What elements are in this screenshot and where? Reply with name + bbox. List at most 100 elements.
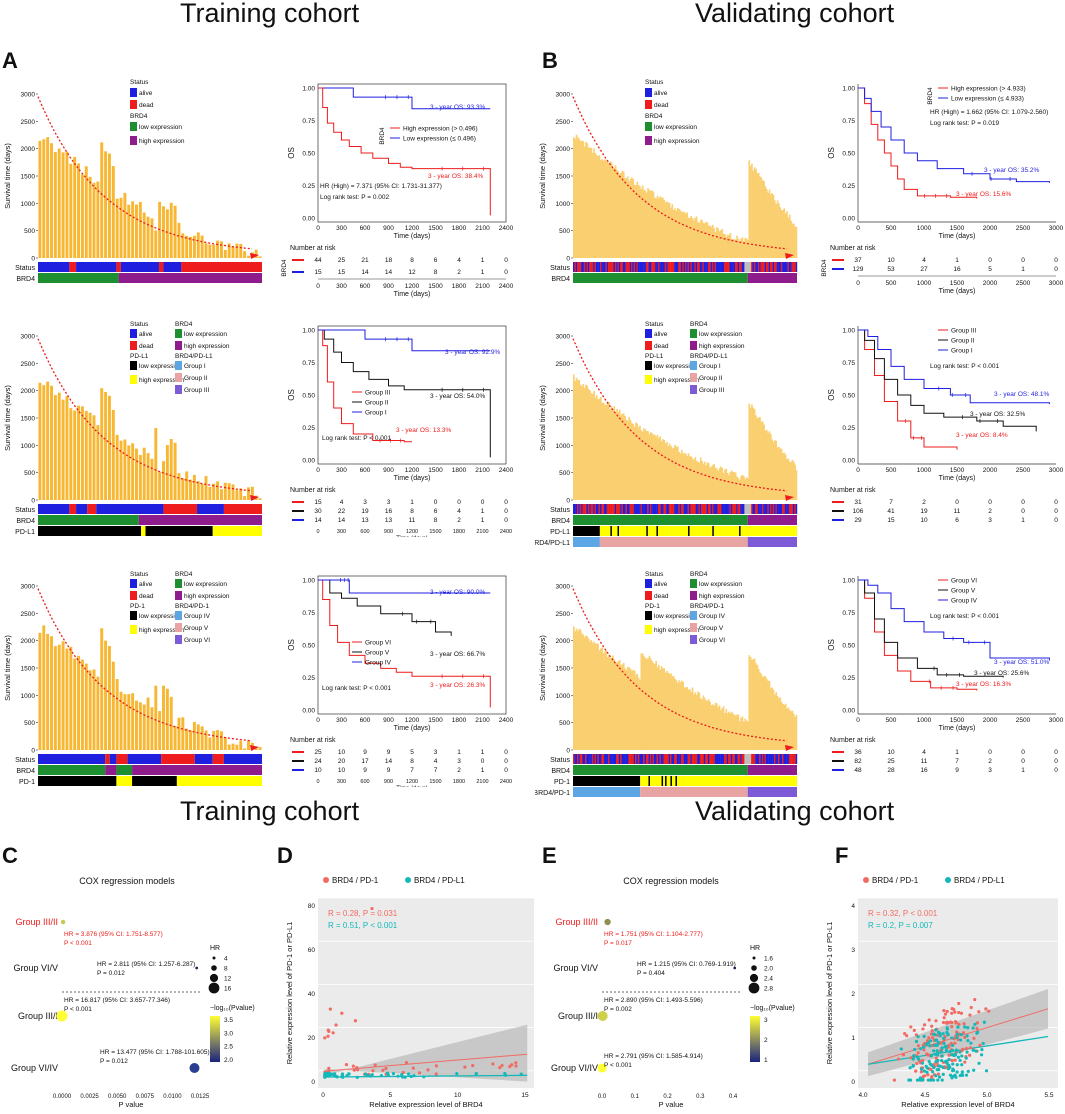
survival-bar [123,694,127,750]
survival-bar [774,440,776,500]
status-cell [722,262,725,272]
legend-alive: alive [139,90,153,97]
survival-bar [728,475,730,500]
status-cell [780,504,783,514]
scatter-point-pd1 [384,1066,388,1071]
strip-segment [141,526,146,536]
scatter-point-pd1 [334,1023,338,1027]
legend-alive: alive [139,331,153,338]
risk-cell: 6 [434,257,438,264]
scatter-point-pdl1 [953,1053,957,1057]
risk-cell: 9 [955,767,959,774]
status-cell [662,504,664,514]
status-cell [745,504,748,514]
y-tick-label: 500 [559,228,570,235]
survival-bar [258,747,262,750]
survival-bar [759,176,761,258]
risk-cell: 25 [314,749,322,756]
km-y-tick: 0.00 [842,458,855,465]
scatter-point-pdl1 [966,1069,970,1073]
survival-bar [716,227,718,258]
cox-hr-legend-label: 1.6 [764,956,773,963]
scatter-x-tick: 5 [389,1092,393,1099]
risk-cell: 14 [338,517,346,524]
strip-segment [38,504,70,514]
status-cell [645,754,648,764]
survival-bar [778,446,780,500]
scatter-point-pdl1 [973,1022,977,1026]
scatter-point-pdl1 [964,1073,969,1077]
survival-bar [586,636,589,750]
survival-plot-a2: Survival time (days)30002500200015001000… [3,321,262,536]
strip-label-brd4: BRD4 [16,276,35,283]
status-cell [660,262,663,272]
survival-bar [594,643,597,750]
km-logrank-text: Log rank test: P < 0.001 [930,613,999,620]
cox-hr-legend-bubble [752,956,756,960]
strip-segment [138,515,262,525]
km-legend-entry: High expression (> 4.933) [951,86,1026,93]
legend-dead-key [130,591,137,600]
survival-bar [732,713,734,750]
survival-bar [651,433,653,500]
survival-bar [787,707,790,750]
survival-bar [243,748,247,750]
y-tick-label: 1500 [21,666,36,673]
survival-bar [656,434,659,500]
status-cell [788,504,791,514]
status-cell [730,754,733,764]
survival-bar [165,688,169,750]
strip-segment [116,754,128,764]
legend-title-status: Status [645,321,664,328]
survival-bar [587,147,590,258]
survival-bar [185,471,189,500]
risk-x-tick: 2000 [983,280,998,287]
km-x-tick: 2400 [499,467,514,474]
legend-title-group: BRD4/PD-L1 [175,353,213,360]
km-y-tick: 0.50 [302,643,315,650]
survival-bar [701,219,703,258]
survival-bar [243,496,247,500]
survival-bar [726,234,729,258]
risk-cell: 0 [434,499,438,506]
survival-bar [717,228,720,258]
status-cell [782,262,784,272]
strip-segment [573,537,600,547]
km-curve [318,579,452,636]
survival-bar [768,431,771,500]
risk-cell: 82 [854,758,862,765]
scatter-point-pdl1 [937,1064,941,1068]
status-cell [718,262,721,272]
survival-bar [84,166,88,258]
km-y-tick: 0.50 [842,643,855,650]
status-cell [788,262,791,272]
km-os-label: 3 - year OS: 35.2% [984,167,1039,174]
status-cell [676,754,679,764]
km-frame [317,83,507,223]
survival-bar [699,457,702,500]
survival-bar [740,476,742,500]
risk-cell: 0 [504,269,508,276]
risk-cell: 0 [481,499,485,506]
status-cell [764,754,767,764]
km-curve [318,579,491,594]
survival-bar [633,670,636,750]
survival-bar [695,460,698,500]
survival-bar [725,468,728,500]
survival-bar [653,664,656,750]
status-cell [709,504,711,514]
status-cell [691,754,694,764]
status-cell [621,504,624,514]
status-cell [713,754,715,764]
legend-title-status: Status [130,571,149,578]
survival-bar [123,439,127,500]
survival-bar [751,404,753,500]
km-x-tick: 2500 [1016,467,1031,474]
scatter-point-pdl1 [937,1075,942,1079]
status-cell [641,504,644,514]
status-cell [643,754,645,764]
status-cell [587,754,590,764]
survival-bar [791,710,794,750]
risk-cell: 15 [338,269,346,276]
risk-cell: 4 [457,257,461,264]
